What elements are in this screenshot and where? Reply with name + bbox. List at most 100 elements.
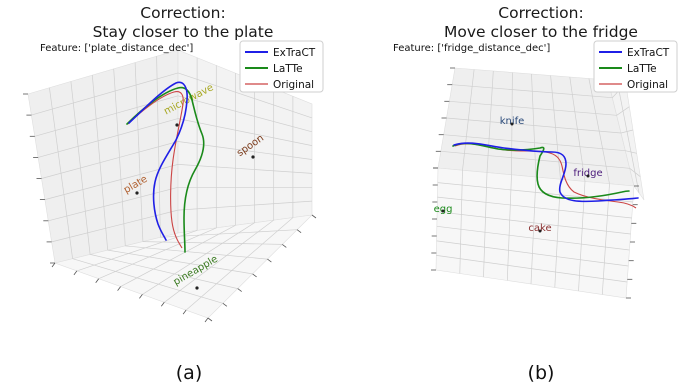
- panel-a-x-axis-tick: [182, 309, 187, 315]
- panel-a-floor-pane-gridline: [76, 230, 198, 272]
- panel-b-objects: knife fridge egg cake: [434, 116, 603, 234]
- panel-a-ticks: [23, 93, 317, 323]
- panel-b-feature-text: Feature: ['fridge_distance_dec']: [393, 43, 550, 54]
- object-dot-egg: [441, 209, 445, 213]
- panel-a: Correction: Stay closer to the plate mic…: [23, 4, 324, 384]
- panel-a-left-pane-gridline: [31, 72, 179, 116]
- panel-a-axes-box: [23, 49, 317, 323]
- panel-b-floor-pane-gridline: [437, 182, 633, 203]
- object-dot-fridge: [586, 174, 590, 178]
- object-dot-cake: [538, 229, 542, 233]
- panel-a-legend-box: [239, 40, 324, 93]
- panel-a-floor-pane-gridline: [98, 227, 217, 280]
- panel-a-y-axis-tick: [252, 273, 257, 278]
- panel-b-grid: [436, 69, 641, 295]
- panel-a-floor-pane-gridline: [125, 245, 268, 260]
- panel-a-grid: [31, 56, 313, 311]
- panel-a-floor-pane-gridline: [185, 217, 294, 311]
- panel-a-x-axis-tick: [160, 302, 165, 307]
- legend-label-extract-a: ExTraCT: [273, 47, 316, 59]
- panel-a-left-pane-gridline: [41, 141, 179, 179]
- legend-label-latte-a: LaTTe: [273, 63, 303, 75]
- panel-a-left-pane-gridline: [38, 118, 179, 158]
- panel-b-floor-pane-gridline: [506, 174, 512, 281]
- trajectory-extract-b: [453, 142, 639, 203]
- panel-a-left-pane: [27, 49, 179, 264]
- panel-a-floor-pane-gridline: [142, 222, 255, 295]
- panel-b-right-pane-gridline: [629, 168, 641, 177]
- object-label-fridge: fridge: [573, 168, 602, 179]
- panel-a-floor-pane-gridline: [160, 229, 298, 238]
- panel-b-back-pane-gridline: [440, 150, 630, 169]
- trajectory-latte-b: [452, 142, 630, 199]
- panel-a-legend: ExTraCT LaTTe Original: [239, 40, 324, 93]
- object-dot-microwave: [175, 123, 179, 127]
- panel-a-caption: (a): [176, 362, 202, 384]
- trajectory-latte-a: [126, 86, 205, 253]
- panel-b-back-pane-gridline: [449, 100, 617, 116]
- panel-b-back-pane-gridline: [443, 134, 626, 152]
- panel-a-x-axis-tick: [139, 294, 143, 299]
- panel-a-left-pane-gridline: [51, 209, 179, 243]
- panel-a-y-axis-tick: [207, 317, 213, 322]
- panel-a-floor-pane-gridline: [72, 258, 223, 304]
- panel-a-y-axis-tick: [267, 258, 272, 263]
- legend-label-original-b: Original: [627, 79, 668, 91]
- panel-a-right-pane-gridline: [177, 118, 313, 146]
- panel-a-floor-pane-gridline: [142, 241, 283, 245]
- panel-a-floor-pane-gridline: [120, 224, 236, 287]
- panel-b-title-line2: Move closer to the fridge: [444, 23, 638, 41]
- trajectory-extract-a: [128, 81, 188, 241]
- panel-a-trajectories: [126, 81, 205, 253]
- panel-a-y-axis-tick: [222, 302, 228, 307]
- panel-b-legend-box: [593, 40, 678, 93]
- panel-b-floor-pane-gridline: [436, 225, 630, 251]
- panel-a-floor-pane-gridline: [164, 219, 274, 303]
- panel-a-right-pane-gridline: [177, 164, 313, 174]
- panel-b-title-line1: Correction:: [498, 4, 583, 22]
- object-label-knife: knife: [500, 116, 525, 127]
- panel-a-x-axis-tick: [95, 278, 100, 283]
- panel-b-floor-pane-gridline: [483, 172, 488, 278]
- legend-label-original-a: Original: [273, 79, 314, 91]
- panel-b-floor-pane-gridline: [530, 176, 537, 285]
- object-label-cake: cake: [528, 223, 551, 234]
- panel-a-left-pane-gridline: [44, 164, 179, 200]
- panel-b-back-pane-gridline: [452, 84, 613, 99]
- panel-a-x-axis-tick: [204, 317, 209, 323]
- panel-b-floor-pane-gridline: [459, 170, 463, 274]
- panel-a-left-pane-gridline: [48, 186, 179, 222]
- panel-b-right-pane-gridline: [625, 150, 637, 154]
- panel-a-right-pane-gridline: [177, 95, 313, 133]
- panel-b-caption: (b): [528, 362, 555, 384]
- panel-a-floor-pane-gridline: [90, 254, 238, 289]
- panel-a-right-pane-gridline: [177, 200, 313, 211]
- panel-b: Correction: Move closer to the fridge kn…: [393, 4, 678, 384]
- panel-b-floor-pane-gridline: [436, 240, 629, 267]
- panel-a-right-pane-gridline: [177, 141, 313, 160]
- panel-b-floor-pane-gridline: [601, 183, 610, 295]
- panel-a-feature-text: Feature: ['plate_distance_dec']: [40, 43, 193, 54]
- legend-label-extract-b: ExTraCT: [627, 47, 670, 59]
- object-dot-knife: [510, 122, 514, 126]
- panel-a-x-axis-tick: [117, 286, 121, 291]
- panel-b-back-pane-gridline: [446, 117, 622, 134]
- panel-a-y-axis-tick: [237, 288, 242, 292]
- object-dot-plate: [135, 191, 139, 195]
- panel-b-floor-pane-gridline: [437, 196, 632, 219]
- object-dot-pineapple: [195, 286, 199, 290]
- panel-a-title-line2: Stay closer to the plate: [93, 23, 274, 41]
- panel-a-y-axis-tick: [311, 214, 317, 219]
- panel-a-y-axis-tick: [282, 244, 287, 248]
- panel-b-floor-pane-gridline: [437, 211, 631, 235]
- panel-a-y-axis-tick: [296, 229, 302, 234]
- panel-b-trajectories: [452, 142, 639, 209]
- object-dot-spoon: [251, 155, 255, 159]
- panel-a-x-axis-tick: [73, 270, 78, 276]
- panel-b-right-pane-gridline: [616, 106, 630, 116]
- panel-b-right-pane-gridline: [620, 129, 634, 134]
- panel-b-floor-pane-gridline: [578, 181, 586, 292]
- panel-b-floor-pane-gridline: [436, 255, 628, 283]
- panel-a-right-pane-gridline: [177, 72, 313, 119]
